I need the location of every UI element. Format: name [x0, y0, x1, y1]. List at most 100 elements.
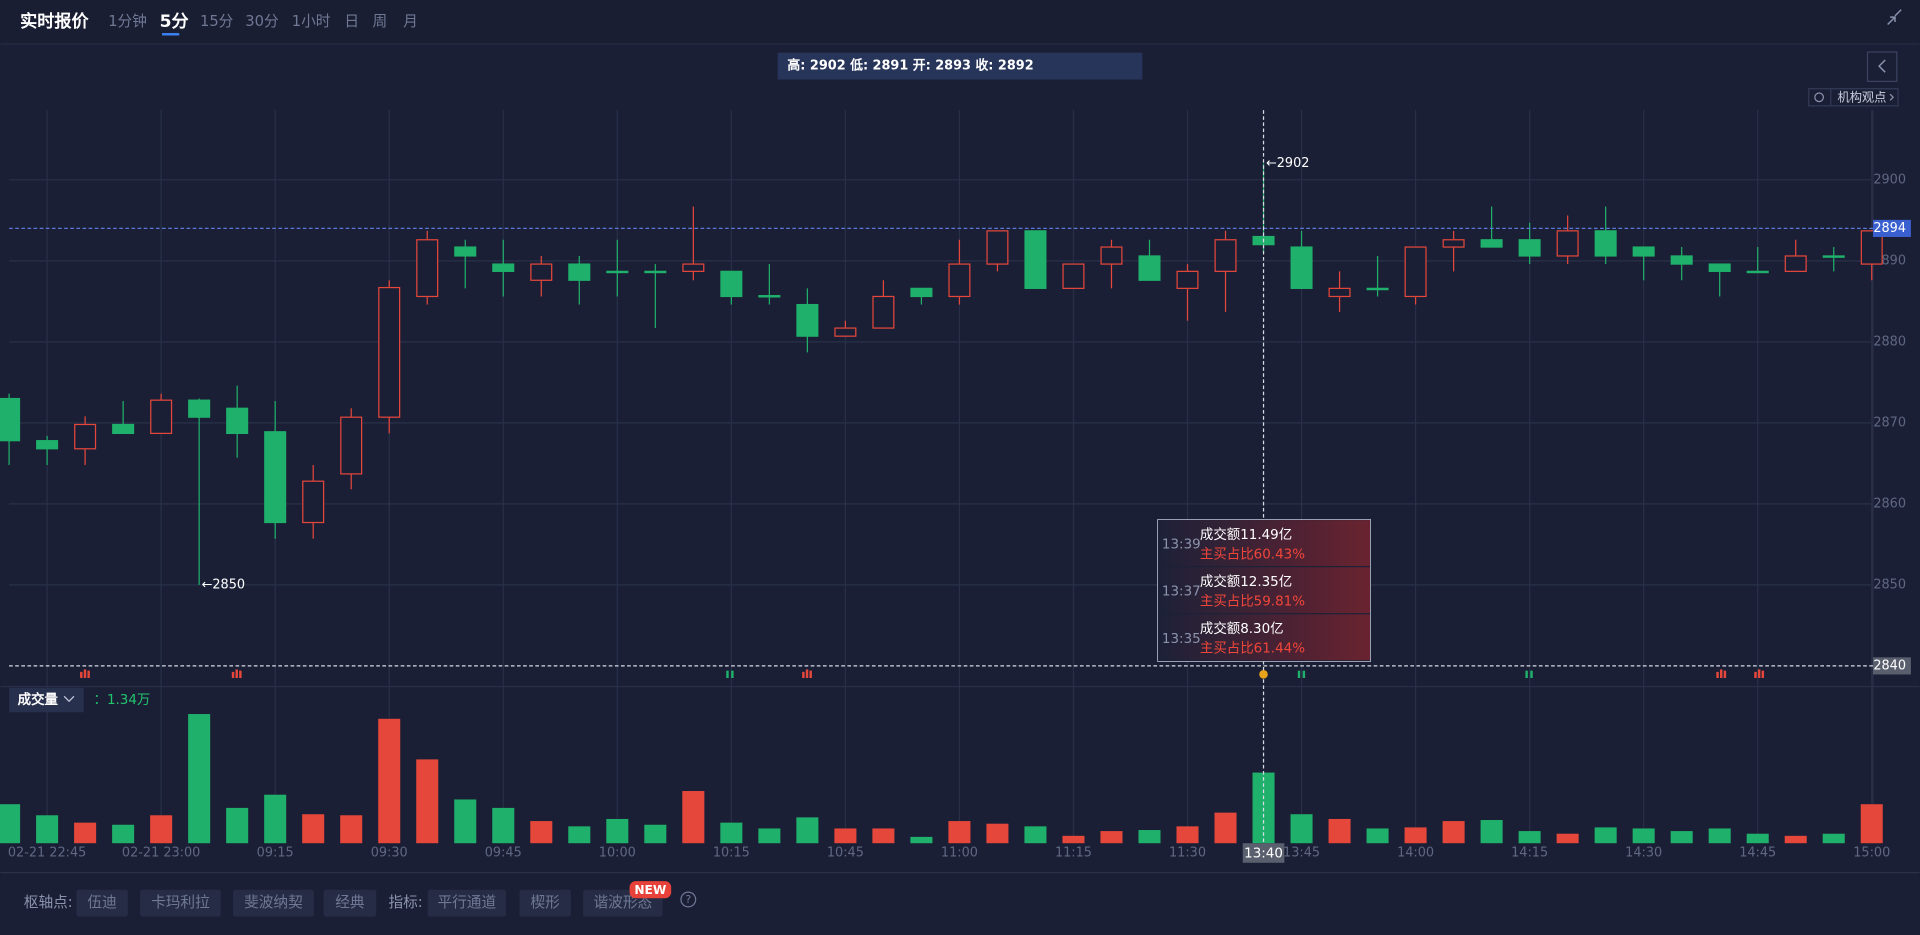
signal-icons [80, 669, 1765, 679]
candle-body [416, 239, 439, 298]
candle-body [302, 480, 325, 524]
tab[interactable]: 周 [373, 13, 388, 30]
pivot-button[interactable] [140, 889, 221, 917]
volume-bar [948, 821, 971, 844]
x-tick-label: 09:45 [485, 846, 522, 861]
candle-body [1670, 255, 1693, 265]
help-label[interactable]: ? [685, 893, 691, 906]
volume-bar [1328, 818, 1351, 844]
signal-bar [1530, 670, 1533, 678]
candle-body [1594, 230, 1617, 257]
candles [0, 163, 1883, 585]
volume-bar [1366, 828, 1389, 844]
candle-body [1556, 230, 1579, 257]
back-button[interactable] [1866, 51, 1898, 82]
last-price-label: 2894 [1873, 221, 1906, 236]
low-marker: ←2850 [202, 577, 245, 592]
tab-underline [162, 33, 180, 36]
candle-body [682, 263, 705, 272]
indicator-button-label[interactable]: 谐波形态 [593, 894, 652, 911]
volume-bar [758, 828, 781, 844]
x-tick-label: 14:00 [1397, 846, 1434, 861]
volume-bar [150, 815, 173, 844]
last-price-tag [1872, 219, 1911, 237]
candle-body [758, 295, 781, 298]
x-tick-label: 09:30 [371, 846, 408, 861]
crosshair-price-tag [1872, 657, 1911, 675]
signal-buy [726, 670, 734, 678]
signal-bar [87, 670, 90, 678]
candle-body [1328, 287, 1351, 298]
volume-title[interactable]: 成交量 [18, 691, 59, 708]
volume-bar [986, 823, 1009, 844]
pivot-button[interactable] [233, 889, 314, 917]
tooltip-time: 13:35 [1162, 632, 1201, 647]
x-tick-label: 10:45 [827, 846, 864, 861]
pivot-button-label[interactable]: 卡玛利拉 [151, 894, 210, 911]
candle-body [188, 399, 211, 418]
tab[interactable]: 1小时 [292, 13, 331, 30]
tab[interactable]: 1分钟 [108, 13, 147, 30]
candle-body [1404, 246, 1427, 298]
volume-bar [1176, 826, 1199, 844]
indicator-button-label[interactable]: 楔形 [530, 894, 560, 911]
tag-label[interactable]: 机构观点 [1837, 89, 1886, 104]
candle-body [1214, 239, 1237, 272]
signal-bar [1719, 669, 1723, 678]
tab[interactable]: 30分 [245, 13, 279, 30]
volume-selector[interactable] [9, 687, 84, 713]
tab[interactable]: 15分 [200, 13, 234, 30]
x-tick-label: 02-21 23:00 [122, 846, 200, 861]
volume-pane [0, 714, 1883, 844]
pivot-button[interactable] [76, 889, 128, 917]
signal-bar [231, 671, 235, 678]
pivot-button[interactable] [323, 889, 377, 917]
signal-bar [1754, 671, 1757, 678]
indicator-button[interactable] [519, 889, 571, 917]
candle-body [264, 431, 287, 524]
volume-value: ：1.34万 [94, 693, 151, 708]
volume-bar [378, 718, 401, 844]
candle-body [1366, 287, 1389, 291]
indicator-button[interactable] [427, 889, 506, 917]
high-marker: ←2902 [1266, 156, 1309, 171]
signal-bar [726, 670, 729, 678]
x-tick-label: 11:30 [1169, 846, 1206, 861]
volume-bar [834, 828, 857, 844]
candle-body [948, 263, 971, 298]
signal-bar [83, 669, 87, 678]
candle-body [796, 303, 819, 337]
candle-body [568, 263, 591, 281]
indicator-button-label[interactable]: 平行通道 [437, 894, 496, 911]
x-tick-label: 11:15 [1055, 846, 1092, 861]
volume-bar [1290, 814, 1313, 844]
candle-body [74, 423, 97, 450]
volume-chevron [63, 695, 75, 703]
pivot-button-label[interactable]: 斐波纳契 [244, 894, 303, 911]
candle-body [340, 416, 363, 475]
x-tick-label: 10:00 [599, 846, 636, 861]
volume-bar [1442, 821, 1465, 844]
tab-active[interactable]: 5分 [160, 12, 189, 32]
collapse-icon[interactable] [1887, 9, 1902, 25]
candle-body [872, 295, 895, 329]
candle-body [1062, 263, 1085, 289]
candle-body [1822, 255, 1845, 258]
volume-bar [74, 822, 97, 844]
signal-bar [1297, 670, 1301, 678]
candle-body [1024, 230, 1047, 289]
tab[interactable]: 月 [403, 13, 418, 30]
help-icon[interactable] [680, 891, 697, 908]
volume-bar [226, 807, 249, 844]
candle-body [834, 327, 857, 337]
volume-bar [644, 824, 667, 844]
candle-body [1746, 270, 1769, 274]
volume-bar [0, 804, 21, 844]
candle-body [1632, 246, 1655, 257]
tab[interactable]: 日 [344, 13, 359, 30]
volume-bar [1480, 820, 1503, 844]
pivot-button-label[interactable]: 伍迪 [87, 894, 117, 911]
pivot-button-label[interactable]: 经典 [335, 894, 365, 911]
